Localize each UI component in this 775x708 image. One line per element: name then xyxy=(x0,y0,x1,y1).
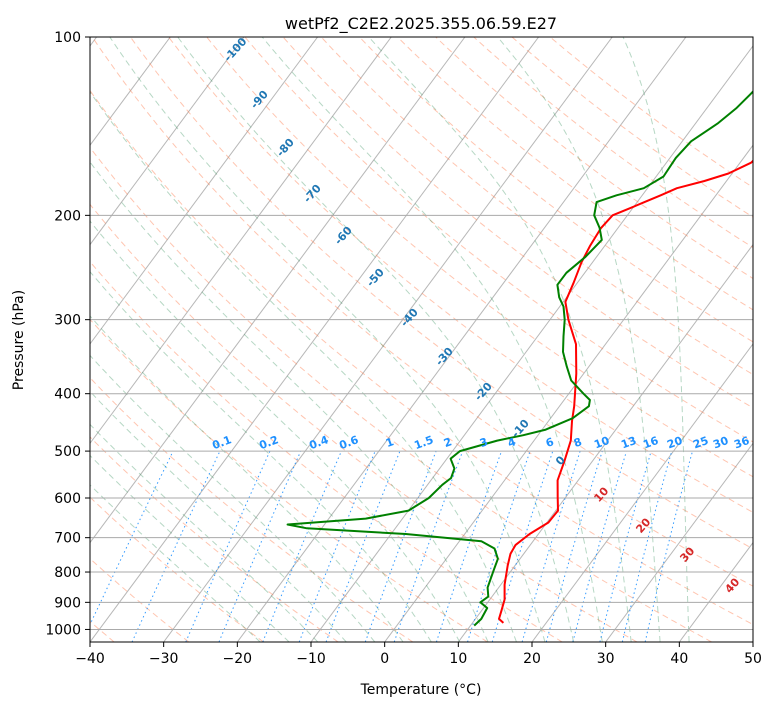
y-axis-title: Pressure (hPa) xyxy=(11,290,27,390)
x-tick-label: 30 xyxy=(597,651,615,667)
y-tick-label: 200 xyxy=(54,208,81,224)
temperature-line xyxy=(498,159,753,624)
chart-title: wetPf2_C2E2.2025.355.06.59.E27 xyxy=(285,14,557,34)
mixing-ratio-label: 6 xyxy=(544,435,556,450)
isotherm-line xyxy=(531,343,753,642)
isotherm-line xyxy=(90,37,466,544)
moist-adiabat-line xyxy=(368,37,632,642)
isotherm-line xyxy=(310,45,753,642)
isotherm-line xyxy=(90,37,392,445)
mixing-ratio-line xyxy=(491,450,554,642)
moist-adiabat-line xyxy=(261,37,603,642)
dry-adiabat-line xyxy=(129,37,753,550)
mixing-ratio-line xyxy=(521,450,581,642)
y-axis: 1000 900 800 700 600 500 400 300 200 100 xyxy=(45,30,90,638)
x-tick-label: −10 xyxy=(296,651,326,667)
x-tick-label: 20 xyxy=(523,651,541,667)
plot-frame xyxy=(89,36,754,643)
dry-adiabat-line xyxy=(359,37,753,343)
y-tick-label: 500 xyxy=(54,444,81,460)
moist-adiabat-line xyxy=(90,220,461,642)
isotherm-line xyxy=(605,442,753,642)
moist-adiabat-line xyxy=(497,37,661,642)
dry-adiabat-line xyxy=(90,377,414,642)
y-tick-label: 100 xyxy=(54,30,81,46)
moist-adiabat-line xyxy=(90,315,404,642)
mixing-ratio-line xyxy=(298,450,376,642)
mixing-ratio-label: 13 xyxy=(619,434,638,451)
dry-adiabat-line xyxy=(90,146,712,642)
mixing-ratio-label: 1.5 xyxy=(412,433,435,452)
dry-adiabat-line xyxy=(320,37,753,376)
mixing-ratio-label: 0.4 xyxy=(307,433,330,452)
mixing-ratio-label: 4 xyxy=(506,435,518,450)
mixing-ratio-label: 3 xyxy=(478,435,490,450)
moist-adiabat-line xyxy=(90,423,319,642)
x-tick-label: −20 xyxy=(223,651,253,667)
dry-adiabat-line xyxy=(397,37,753,311)
mixing-ratio-label: 0.6 xyxy=(337,433,360,452)
dry-adiabat-line xyxy=(91,37,753,587)
mixing-ratio-label: 0.2 xyxy=(257,433,280,452)
moist-adiabat-line xyxy=(109,37,546,642)
mixing-ratio-label: 20 xyxy=(665,434,684,452)
y-tick-label: 1000 xyxy=(45,622,81,638)
isotherm-line xyxy=(90,37,540,642)
x-tick-label: 50 xyxy=(744,651,762,667)
y-tick-label: 800 xyxy=(54,565,81,581)
moist-adiabat-line xyxy=(90,354,376,642)
mixing-ratio-label: 0.1 xyxy=(210,433,233,452)
y-tick-label: 300 xyxy=(54,313,81,329)
x-axis-title: Temperature (°C) xyxy=(360,682,482,698)
mixing-ratio-label: 36 xyxy=(732,434,751,452)
y-tick-label: 700 xyxy=(54,531,81,547)
mixing-ratio-label: 8 xyxy=(572,435,584,450)
mixing-ratio-line xyxy=(467,450,531,642)
mixing-ratio-label: 2 xyxy=(442,435,454,450)
isotherm-line xyxy=(457,243,753,642)
y-tick-label: 400 xyxy=(54,387,81,403)
x-tick-label: 10 xyxy=(449,651,467,667)
mixing-ratio-label: 30 xyxy=(711,434,730,452)
y-tick-label: 900 xyxy=(54,595,81,611)
mixing-ratio-line xyxy=(545,450,603,642)
mixing-ratio-label: 10 xyxy=(592,434,611,452)
x-tick-label: 0 xyxy=(380,651,389,667)
isotherm-line xyxy=(163,37,613,642)
mixing-ratio-line xyxy=(435,450,502,642)
moist-adiabat-line xyxy=(90,390,347,642)
mixing-ratio-label: 16 xyxy=(641,434,660,452)
pressure-grid xyxy=(90,37,753,630)
isotherm-line xyxy=(384,144,753,642)
y-tick-label: 600 xyxy=(54,491,81,507)
dry-adiabat-line xyxy=(90,89,753,626)
mixing-ratio-line xyxy=(131,450,221,642)
moist-adiabat-line xyxy=(90,91,517,642)
isotherm-line xyxy=(90,37,171,147)
mixing-ratio-line xyxy=(90,450,174,626)
background-lines xyxy=(90,37,753,642)
dry-adiabat-line xyxy=(90,203,638,642)
mixing-ratio-label: 1 xyxy=(384,435,396,450)
mixing-ratio-label: 25 xyxy=(691,434,710,451)
isotherm-line xyxy=(236,37,687,642)
dry-adiabat-line xyxy=(90,260,563,642)
moist-adiabat-line xyxy=(90,270,432,642)
mixing-ratio-line xyxy=(572,450,627,642)
moist-adiabat-line xyxy=(90,484,261,642)
x-axis: −40 −30 −20 −10 0 10 20 30 40 50 xyxy=(75,642,762,667)
dewpoint-line xyxy=(286,90,753,627)
moist-adiabat-line xyxy=(622,37,690,642)
isotherm-line xyxy=(90,37,319,345)
isotherm-line xyxy=(90,37,245,246)
x-tick-label: −40 xyxy=(75,651,105,667)
moist-adiabat-line xyxy=(90,161,489,642)
x-tick-label: −30 xyxy=(149,651,179,667)
x-tick-label: 40 xyxy=(670,651,688,667)
mixing-ratio-line xyxy=(325,450,401,642)
dry-adiabat-line xyxy=(168,37,753,513)
profile-series xyxy=(286,90,753,627)
